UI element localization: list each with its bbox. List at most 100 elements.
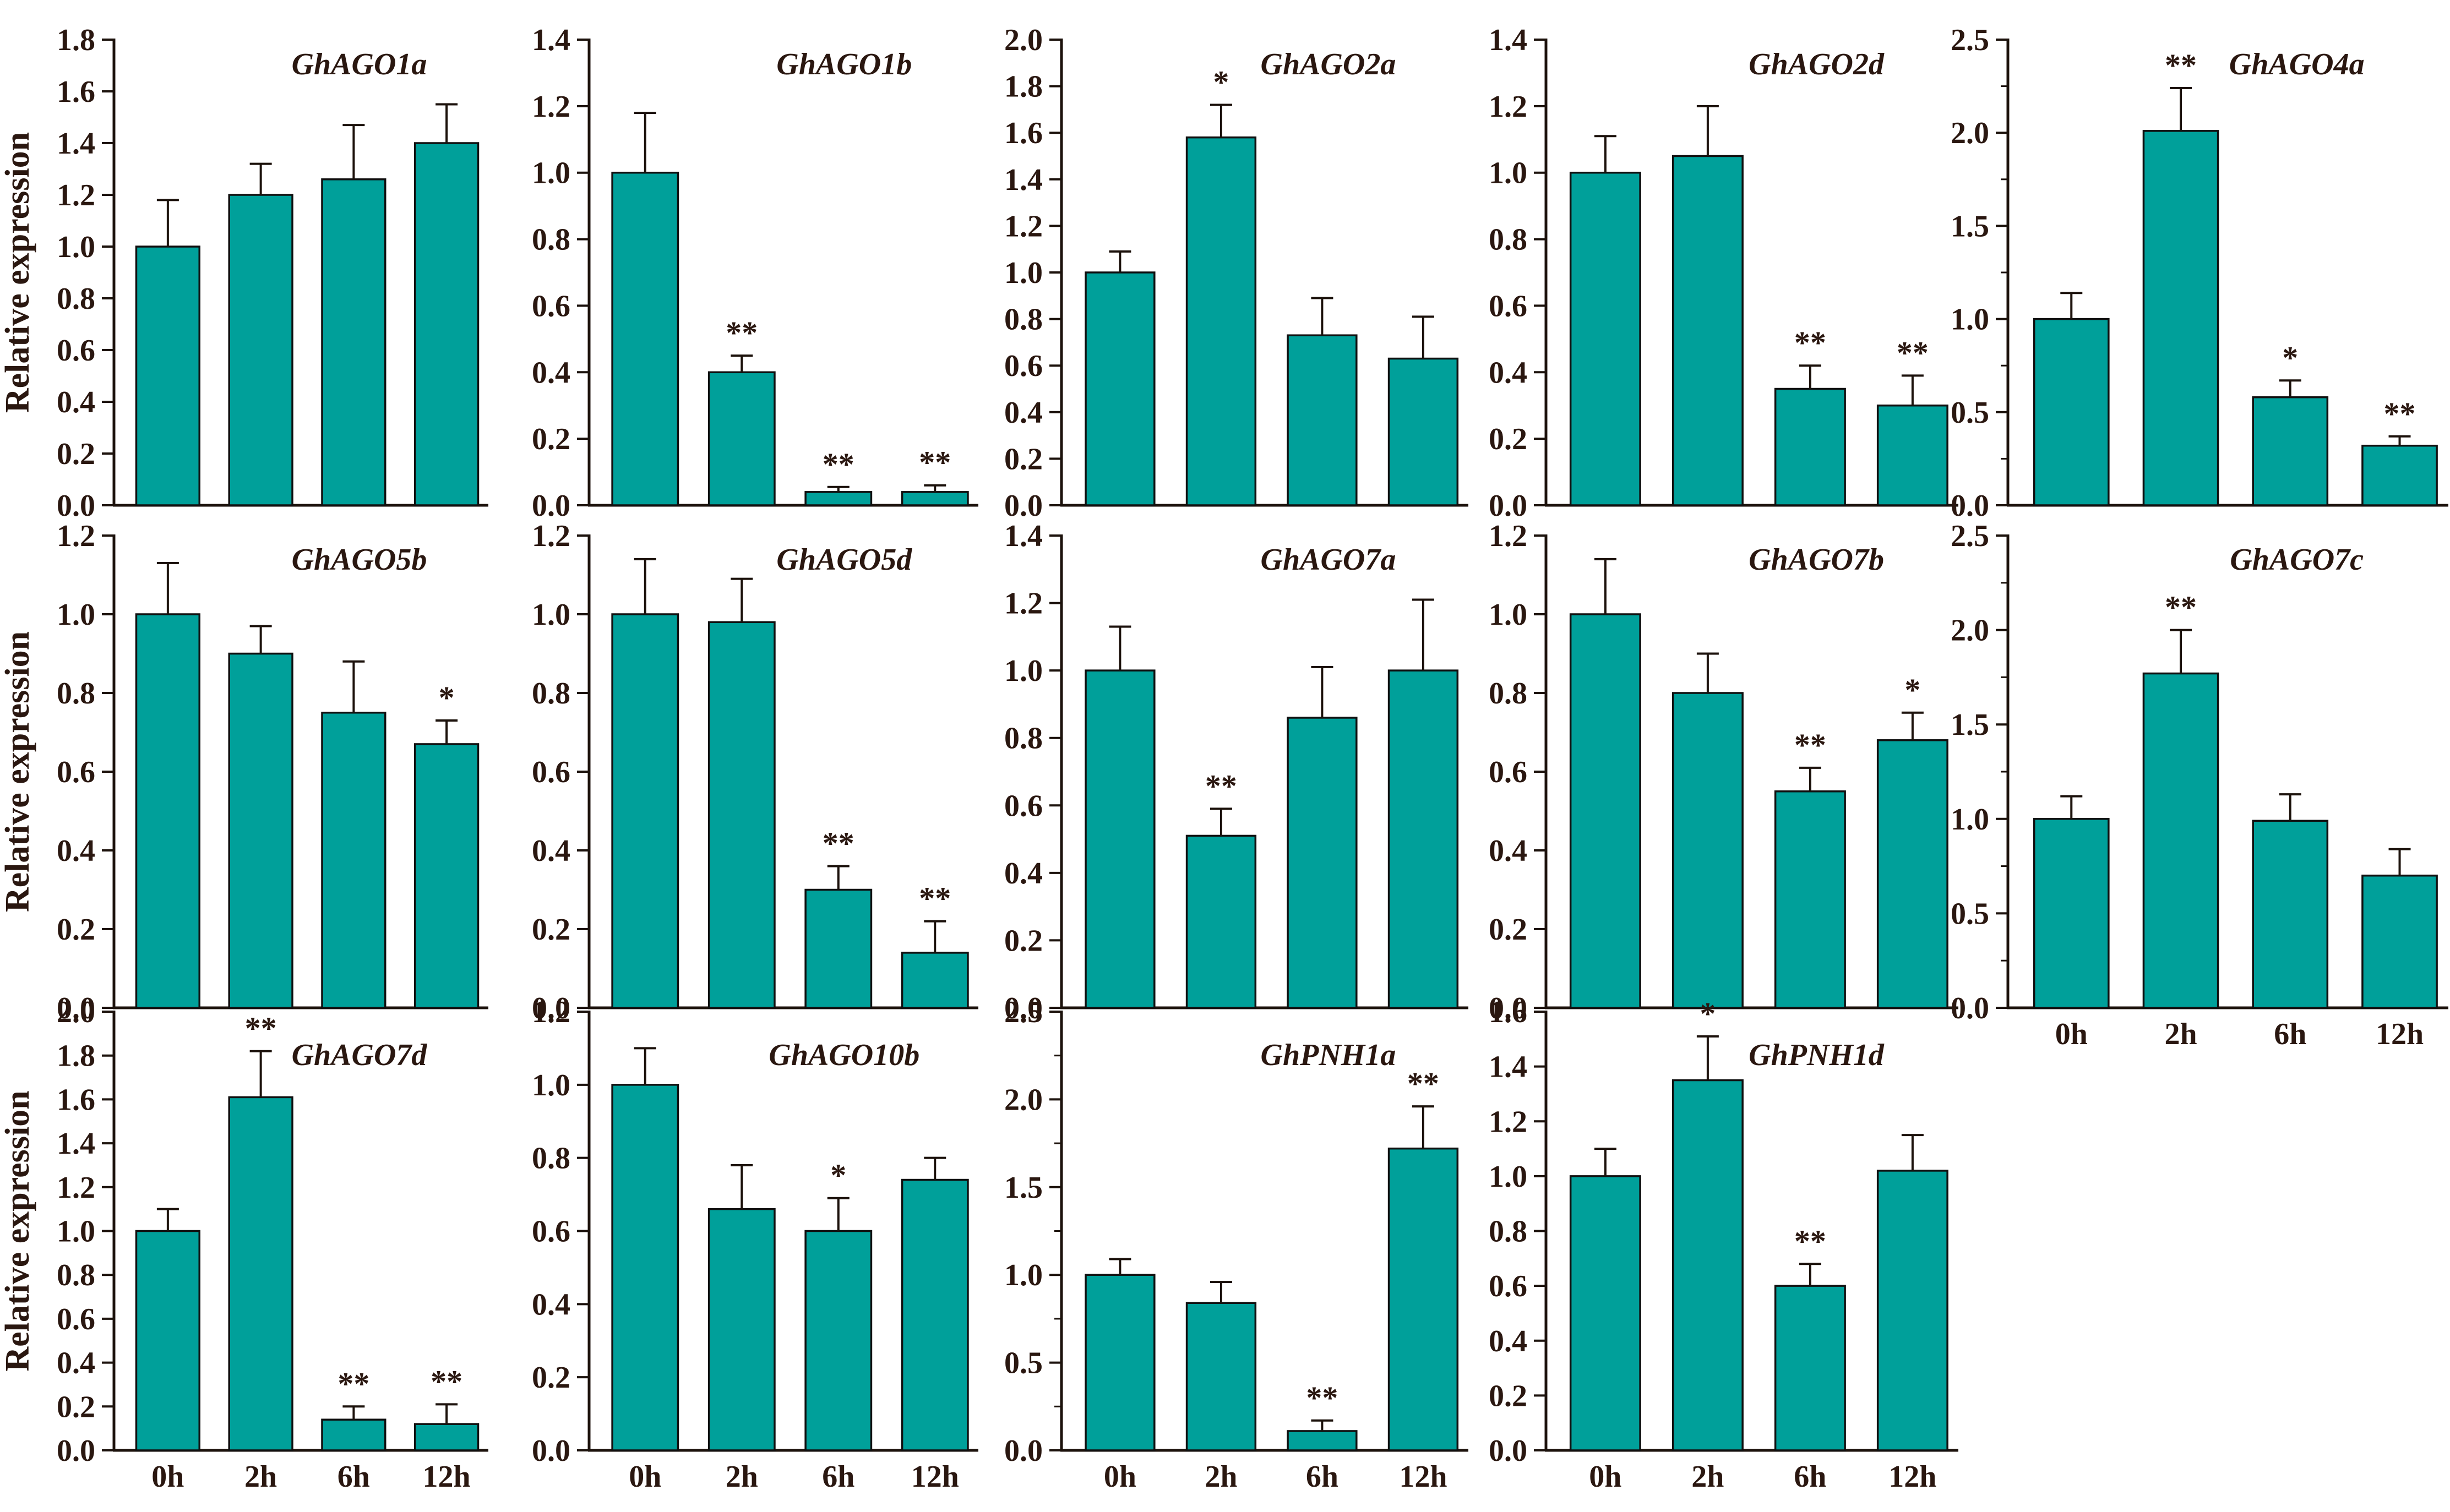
y-tick-label: 0.0 xyxy=(532,1434,570,1468)
y-tick-label: 0.4 xyxy=(1489,1324,1527,1358)
y-tick-label: 0.2 xyxy=(57,1390,95,1424)
y-tick-label: 1.0 xyxy=(1951,803,1989,837)
significance-star: ** xyxy=(2384,396,2416,432)
panel-GhAGO1b: 0.0 0.2 0.4 0.6 0.8 1.0 1.2 1.4 ** ** ** GhAGO1b xyxy=(532,23,978,523)
significance-star: * xyxy=(1700,996,1716,1031)
bar-GhAGO5b-2h xyxy=(228,652,293,1009)
significance-star: ** xyxy=(2165,589,2197,625)
y-tick-label: 1.4 xyxy=(532,23,570,57)
significance-star: ** xyxy=(1205,768,1237,804)
y-tick-label: 0.6 xyxy=(1489,755,1527,789)
y-tick-label: 0.6 xyxy=(532,1215,570,1249)
y-tick-label: 2.0 xyxy=(1951,614,1989,648)
y-tick-label: 1.4 xyxy=(57,1127,95,1161)
significance-star: ** xyxy=(431,1363,462,1399)
y-tick-label: 1.0 xyxy=(57,1215,95,1249)
significance-star: * xyxy=(1904,672,1920,708)
bar-GhAGO7a-6h xyxy=(1287,717,1358,1009)
y-tick-label: 0.6 xyxy=(532,289,570,323)
y-tick-label: 1.0 xyxy=(532,598,570,632)
significance-star: * xyxy=(2282,340,2298,375)
significance-star: ** xyxy=(2165,47,2197,83)
y-tick-label: 1.0 xyxy=(1489,598,1527,632)
bar-GhAGO1b-2h xyxy=(707,371,776,506)
bar-GhAGO1a-0h xyxy=(135,245,200,506)
y-tick-label: 0.2 xyxy=(57,913,95,947)
panel-GhPNH1a: 0.0 0.5 1.0 1.5 2.0 2.5 0h 2h ** 6h ** 12h GhPNH1a xyxy=(1004,995,1468,1494)
panel-GhAGO5d: 0.0 0.2 0.4 0.6 0.8 1.0 1.2 ** ** GhAGO5d xyxy=(532,519,978,1025)
x-tick-label: 2h xyxy=(1691,1460,1724,1494)
significance-star: ** xyxy=(1794,1223,1826,1259)
y-tick-label: 0.8 xyxy=(1489,223,1527,257)
y-tick-label: 0.8 xyxy=(57,676,95,711)
y-tick-label: 0.8 xyxy=(1004,303,1043,337)
y-tick-label: 0.0 xyxy=(532,991,570,1025)
y-tick-label: 1.2 xyxy=(57,519,95,553)
y-tick-label: 0.5 xyxy=(1004,1346,1043,1380)
y-tick-label: 1.0 xyxy=(1489,156,1527,190)
y-tick-label: 0.8 xyxy=(57,1258,95,1292)
y-tick-label: 1.0 xyxy=(1004,256,1043,290)
significance-star: ** xyxy=(823,446,854,482)
bar-GhPNH1d-2h xyxy=(1672,1079,1744,1451)
y-tick-label: 0.2 xyxy=(532,422,570,456)
bar-GhAGO7d-2h xyxy=(228,1096,293,1451)
bar-GhAGO7d-12h xyxy=(414,1423,480,1451)
bar-GhAGO2a-2h xyxy=(1185,136,1257,506)
bar-GhAGO5b-0h xyxy=(135,613,200,1009)
y-tick-label: 0.0 xyxy=(1489,991,1527,1025)
x-tick-label: 2h xyxy=(2164,1017,2197,1051)
x-tick-label: 2h xyxy=(726,1460,758,1494)
significance-star: ** xyxy=(919,881,951,916)
y-tick-label: 0.8 xyxy=(57,282,95,316)
y-tick-label: 0.0 xyxy=(1489,489,1527,523)
y-tick-label: 0.6 xyxy=(532,755,570,789)
bar-GhAGO2a-0h xyxy=(1085,271,1156,506)
y-tick-label: 1.5 xyxy=(1004,1171,1043,1205)
bar-GhAGO4a-6h xyxy=(2252,396,2329,506)
y-tick-label: 0.6 xyxy=(1489,1269,1527,1303)
x-tick-label: 12h xyxy=(2376,1017,2424,1051)
significance-star: ** xyxy=(1794,325,1826,361)
y-tick-label: 0.2 xyxy=(532,913,570,947)
y-tick-label: 0.4 xyxy=(57,1346,95,1380)
panel-title: GhPNH1a xyxy=(1261,1038,1396,1072)
panel-title: GhAGO10b xyxy=(769,1038,919,1072)
y-tick-label: 1.2 xyxy=(1004,209,1043,243)
y-tick-label: 1.6 xyxy=(57,1083,95,1117)
y-tick-label: 0.0 xyxy=(57,991,95,1025)
bar-GhAGO1b-12h xyxy=(901,491,969,506)
significance-star: ** xyxy=(1794,727,1826,763)
significance-star: ** xyxy=(1306,1380,1338,1416)
y-tick-label: 0.8 xyxy=(1004,722,1043,756)
y-tick-label: 1.8 xyxy=(1004,70,1043,104)
bar-GhAGO5d-12h xyxy=(901,952,969,1009)
x-tick-label: 12h xyxy=(911,1460,959,1494)
bar-GhPNH1a-2h xyxy=(1185,1302,1257,1451)
panel-GhAGO5b: 0.0 0.2 0.4 0.6 0.8 1.0 1.2 * GhAGO5b Relative ex… xyxy=(0,519,488,1025)
y-tick-label: 0.6 xyxy=(57,755,95,789)
bar-GhAGO10b-0h xyxy=(611,1084,679,1451)
y-tick-label: 1.0 xyxy=(532,156,570,190)
y-tick-label: 2.5 xyxy=(1004,995,1043,1029)
y-tick-label: 1.6 xyxy=(1489,995,1527,1029)
y-tick-label: 0.4 xyxy=(1489,356,1527,390)
bar-GhPNH1a-12h xyxy=(1387,1147,1459,1451)
bar-GhPNH1d-0h xyxy=(1569,1175,1641,1451)
bar-GhAGO1a-6h xyxy=(321,178,386,506)
x-tick-label: 6h xyxy=(1794,1460,1826,1494)
bar-GhAGO7a-12h xyxy=(1387,669,1459,1009)
bar-GhAGO7a-2h xyxy=(1185,834,1257,1009)
bar-GhAGO7d-0h xyxy=(135,1230,200,1451)
bar-GhAGO1a-12h xyxy=(414,142,480,506)
y-tick-label: 0.8 xyxy=(1489,1215,1527,1249)
panel-GhAGO7c: 0.0 0.5 1.0 1.5 2.0 2.5 0h ** 2h 6h 12h GhAGO7c xyxy=(1951,519,2448,1051)
bar-GhAGO7b-2h xyxy=(1672,692,1744,1009)
significance-star: ** xyxy=(245,1011,277,1046)
x-tick-label: 12h xyxy=(1888,1460,1936,1494)
y-tick-label: 0.4 xyxy=(532,834,570,868)
y-tick-label: 1.4 xyxy=(1004,519,1043,553)
panel-title: GhAGO4a xyxy=(2229,47,2365,81)
significance-star: ** xyxy=(1897,335,1929,370)
